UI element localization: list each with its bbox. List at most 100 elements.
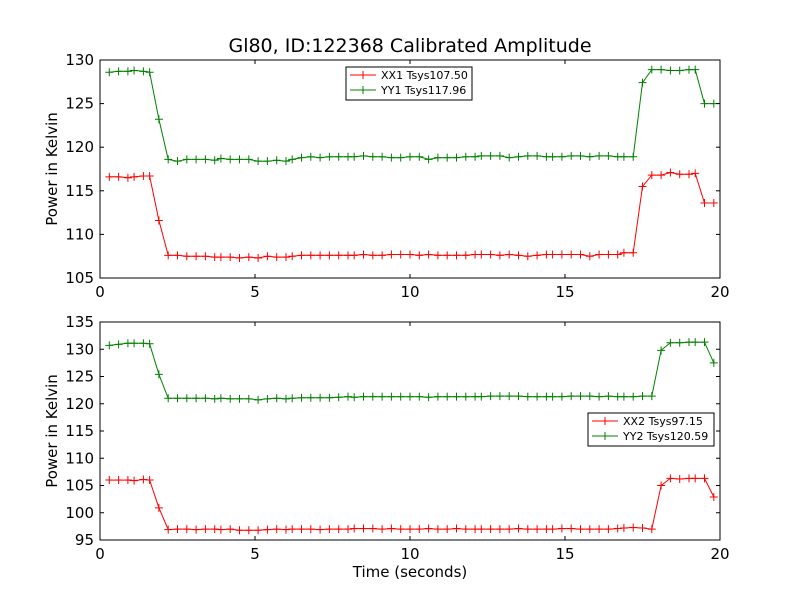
data-point (709, 199, 718, 208)
data-point (182, 252, 191, 261)
data-point (443, 153, 452, 162)
data-point (334, 251, 343, 260)
data-point (350, 393, 359, 402)
data-point (461, 525, 470, 534)
x-tick-label: 5 (250, 283, 260, 301)
data-point (235, 253, 244, 262)
legend-marker (601, 417, 609, 425)
data-point (334, 393, 343, 402)
data-point (114, 476, 123, 485)
data-point (306, 251, 315, 260)
data-point (145, 339, 154, 348)
data-point (272, 525, 281, 534)
data-point (263, 525, 272, 534)
data-point (105, 172, 114, 181)
series-1 (105, 168, 718, 262)
data-point (505, 153, 514, 162)
data-point (557, 392, 566, 401)
data-point (666, 474, 675, 483)
data-point (424, 524, 433, 533)
data-point (368, 524, 377, 533)
data-point (154, 503, 163, 512)
series-1 (105, 474, 718, 535)
data-point (657, 65, 666, 74)
data-point (495, 392, 504, 401)
data-point (216, 394, 225, 403)
x-tick-label: 0 (95, 545, 105, 563)
data-point (619, 248, 628, 257)
data-point (433, 153, 442, 162)
y-axis-label: Power in Kelvin (43, 112, 61, 226)
y-tick-label: 100 (65, 504, 94, 522)
data-point (604, 250, 613, 259)
data-point (164, 155, 173, 164)
legend-box (345, 66, 473, 101)
data-point (105, 68, 114, 77)
data-point (709, 358, 718, 367)
legend-item: YY1 Tsys117.96 (350, 84, 466, 97)
data-point (567, 392, 576, 401)
data-point (288, 252, 297, 261)
data-point (130, 172, 139, 181)
legend-item: XX2 Tsys97.15 (592, 415, 703, 428)
data-point (585, 392, 594, 401)
data-point (387, 392, 396, 401)
data-point (254, 157, 263, 166)
x-tick-label: 20 (710, 545, 729, 563)
data-point (505, 525, 514, 534)
data-point (647, 65, 656, 74)
data-point (297, 525, 306, 534)
data-point (406, 152, 414, 161)
data-point (282, 525, 290, 534)
data-point (585, 525, 594, 534)
data-point (675, 66, 684, 75)
data-point (505, 392, 514, 401)
data-point (495, 251, 504, 260)
data-point (461, 152, 470, 161)
data-point (192, 155, 201, 164)
data-point (244, 155, 253, 164)
data-point (666, 66, 675, 75)
data-point (306, 152, 315, 161)
legend-marker (359, 86, 367, 94)
data-point (523, 392, 532, 401)
data-point (691, 338, 700, 347)
data-point (576, 151, 585, 160)
data-point (691, 474, 700, 483)
data-point (629, 152, 638, 161)
data-point (297, 251, 306, 260)
data-point (495, 151, 504, 160)
y-tick-label: 115 (65, 422, 94, 440)
data-point (282, 394, 290, 403)
legend-item: XX1 Tsys107.50 (350, 69, 468, 82)
y-tick-label: 110 (65, 225, 94, 243)
y-axis-label: Power in Kelvin (43, 374, 61, 488)
data-point (406, 525, 414, 534)
data-point (359, 151, 368, 160)
data-point (557, 250, 566, 259)
data-point (396, 153, 405, 162)
data-point (533, 151, 542, 160)
x-tick-label: 20 (710, 283, 729, 301)
data-point (604, 151, 613, 160)
data-point (629, 523, 638, 532)
data-point (595, 525, 604, 534)
data-point (173, 251, 182, 260)
data-point (486, 250, 495, 259)
data-point (210, 156, 219, 165)
data-point (486, 392, 495, 401)
data-point (334, 152, 343, 161)
data-point (461, 251, 470, 260)
x-tick-label: 15 (555, 283, 574, 301)
data-point (263, 157, 272, 166)
data-point (139, 67, 148, 76)
data-point (123, 173, 132, 182)
data-point (244, 394, 253, 403)
data-point (548, 250, 557, 259)
data-point (192, 525, 201, 534)
data-point (666, 168, 675, 177)
data-point (647, 525, 656, 534)
data-point (514, 524, 523, 533)
data-point (201, 155, 210, 164)
